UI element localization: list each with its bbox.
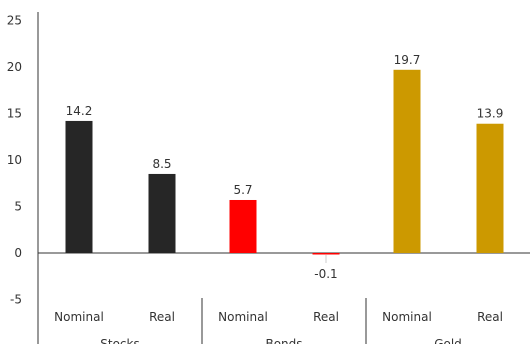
bar <box>476 123 504 253</box>
category-labels-group: Nominal Real Stocks Nominal Real Bonds Nominal… <box>54 310 503 344</box>
x-axis <box>38 252 530 344</box>
y-tick-label: 10 <box>7 153 22 167</box>
y-tick-label: 15 <box>7 107 22 121</box>
y-tick-label: 5 <box>14 200 22 214</box>
bar <box>312 253 340 255</box>
data-label: 13.9 <box>477 107 504 121</box>
data-label: 14.2 <box>66 104 93 118</box>
data-label: 5.7 <box>233 183 252 197</box>
data-label: 19.7 <box>394 53 421 67</box>
category-label: Real <box>149 310 175 324</box>
category-label: Real <box>477 310 503 324</box>
group-label: Bonds <box>265 337 302 344</box>
y-tick-label: 25 <box>7 14 22 28</box>
category-label: Nominal <box>54 310 104 324</box>
bar <box>393 69 421 253</box>
y-tick-label: -5 <box>10 293 22 307</box>
bar <box>229 199 257 253</box>
bar <box>65 120 93 253</box>
category-label: Nominal <box>218 310 268 324</box>
group-label: Gold <box>434 337 462 344</box>
y-axis: -5 0 5 10 15 20 25 <box>7 12 39 344</box>
bar <box>148 173 176 253</box>
category-label: Real <box>313 310 339 324</box>
y-tick-label: 20 <box>7 60 22 74</box>
group-label: Stocks <box>100 337 139 344</box>
data-label: 8.5 <box>152 157 171 171</box>
bars-group <box>65 69 504 255</box>
y-tick-label: 0 <box>14 246 22 260</box>
data-labels-group: 14.2 8.5 5.7 -0.1 19.7 13.9 <box>66 53 504 281</box>
category-label: Nominal <box>382 310 432 324</box>
data-label: -0.1 <box>314 267 337 281</box>
